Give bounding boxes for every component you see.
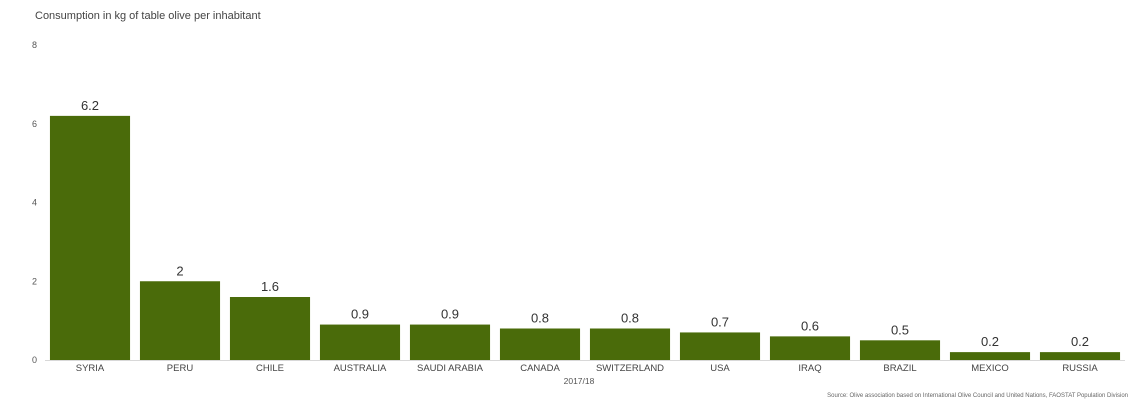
data-label: 6.2 bbox=[81, 98, 99, 113]
y-axis: 0 2 4 6 8 bbox=[32, 40, 1125, 365]
data-label: 0.5 bbox=[891, 322, 909, 337]
bar bbox=[319, 324, 401, 360]
x-tick-label: MEXICO bbox=[971, 363, 1008, 374]
chart-title: Consumption in kg of table olive per inh… bbox=[35, 10, 261, 22]
bar bbox=[229, 297, 311, 360]
y-tick-label: 6 bbox=[32, 119, 37, 129]
data-label: 1.6 bbox=[261, 279, 279, 294]
data-label: 0.7 bbox=[711, 314, 729, 329]
x-tick-label: PERU bbox=[167, 363, 194, 374]
y-tick-label: 0 bbox=[32, 355, 37, 365]
data-label: 2 bbox=[176, 263, 183, 278]
data-label: 0.9 bbox=[441, 307, 459, 322]
data-label: 0.9 bbox=[351, 307, 369, 322]
x-tick-label: CANADA bbox=[520, 363, 560, 374]
x-tick-label: SYRIA bbox=[76, 363, 105, 374]
bar bbox=[1039, 352, 1121, 360]
x-tick-label: USA bbox=[710, 363, 730, 374]
data-labels: 6.2 2 1.6 0.9 0.9 0.8 0.8 0.7 0.6 0.5 0.2 0.2 bbox=[81, 98, 1089, 349]
bar bbox=[589, 328, 671, 360]
x-tick-label: AUSTRALIA bbox=[334, 363, 387, 374]
data-label: 0.8 bbox=[531, 311, 549, 326]
bar bbox=[679, 332, 761, 360]
x-axis: SYRIA PERU CHILE AUSTRALIA SAUDI ARABIA CANAD… bbox=[76, 363, 1099, 374]
bar bbox=[949, 352, 1031, 360]
bar bbox=[859, 340, 941, 360]
x-tick-label: SWITZERLAND bbox=[596, 363, 664, 374]
data-label: 0.6 bbox=[801, 318, 819, 333]
data-label: 0.2 bbox=[1071, 334, 1089, 349]
source-note: Source: Olive association based on Inter… bbox=[827, 393, 1128, 399]
x-axis-title: 2017/18 bbox=[564, 376, 595, 386]
data-label: 0.2 bbox=[981, 334, 999, 349]
x-tick-label: CHILE bbox=[256, 363, 284, 374]
bar bbox=[139, 281, 221, 360]
bar bbox=[499, 328, 581, 360]
x-tick-label: RUSSIA bbox=[1062, 363, 1098, 374]
y-tick-label: 8 bbox=[32, 40, 37, 50]
x-tick-label: SAUDI ARABIA bbox=[417, 363, 484, 374]
bar bbox=[409, 324, 491, 360]
y-tick-label: 2 bbox=[32, 276, 37, 286]
x-tick-label: IRAQ bbox=[798, 363, 821, 374]
y-tick-label: 4 bbox=[32, 198, 37, 208]
x-tick-label: BRAZIL bbox=[883, 363, 916, 374]
bar bbox=[769, 336, 851, 360]
data-label: 0.8 bbox=[621, 311, 639, 326]
bar bbox=[49, 115, 131, 360]
bars bbox=[49, 115, 1121, 360]
